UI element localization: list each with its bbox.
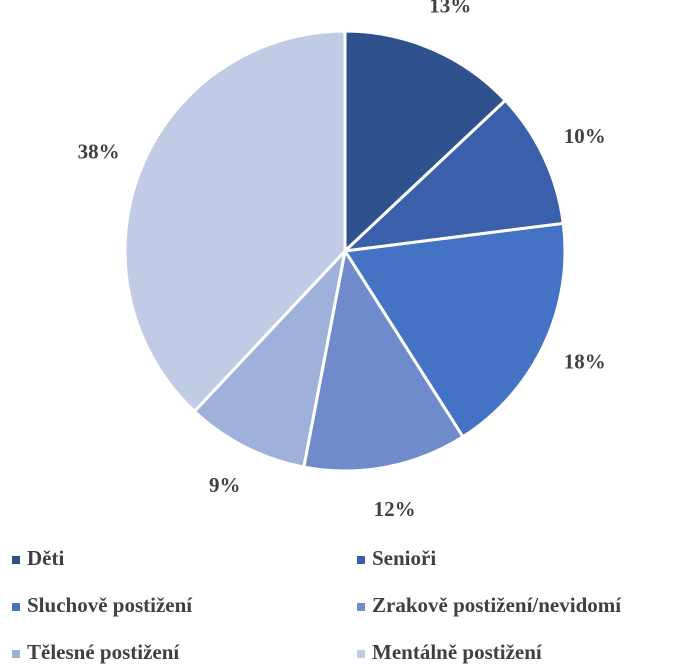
legend-label: Děti [27, 546, 64, 570]
legend-label: Zrakově postižení/nevidomí [372, 593, 622, 617]
legend-swatch [12, 556, 20, 564]
legend-swatch [12, 603, 20, 611]
pie-slice [123, 29, 347, 414]
legend-label: Senioři [372, 546, 436, 570]
data-label: 12% [374, 497, 416, 521]
pie-slice [192, 246, 348, 469]
pie-slice [302, 246, 465, 473]
legend-swatch [357, 603, 365, 611]
data-label: 13% [429, 0, 471, 18]
legend-swatch [357, 556, 365, 564]
legend-label: Sluchově postižení [27, 593, 193, 617]
legend-label: Tělesné postižení [27, 640, 180, 664]
pie-slice [340, 98, 565, 254]
data-label: 10% [564, 124, 606, 148]
legend-swatch [12, 650, 20, 658]
pie-slice [342, 221, 567, 439]
legend-label: Mentálně postižení [372, 640, 543, 664]
pie-slice [343, 29, 508, 255]
data-label: 38% [78, 139, 120, 163]
data-label: 9% [209, 473, 241, 497]
data-label: 18% [564, 350, 606, 374]
legend-swatch [357, 650, 365, 658]
